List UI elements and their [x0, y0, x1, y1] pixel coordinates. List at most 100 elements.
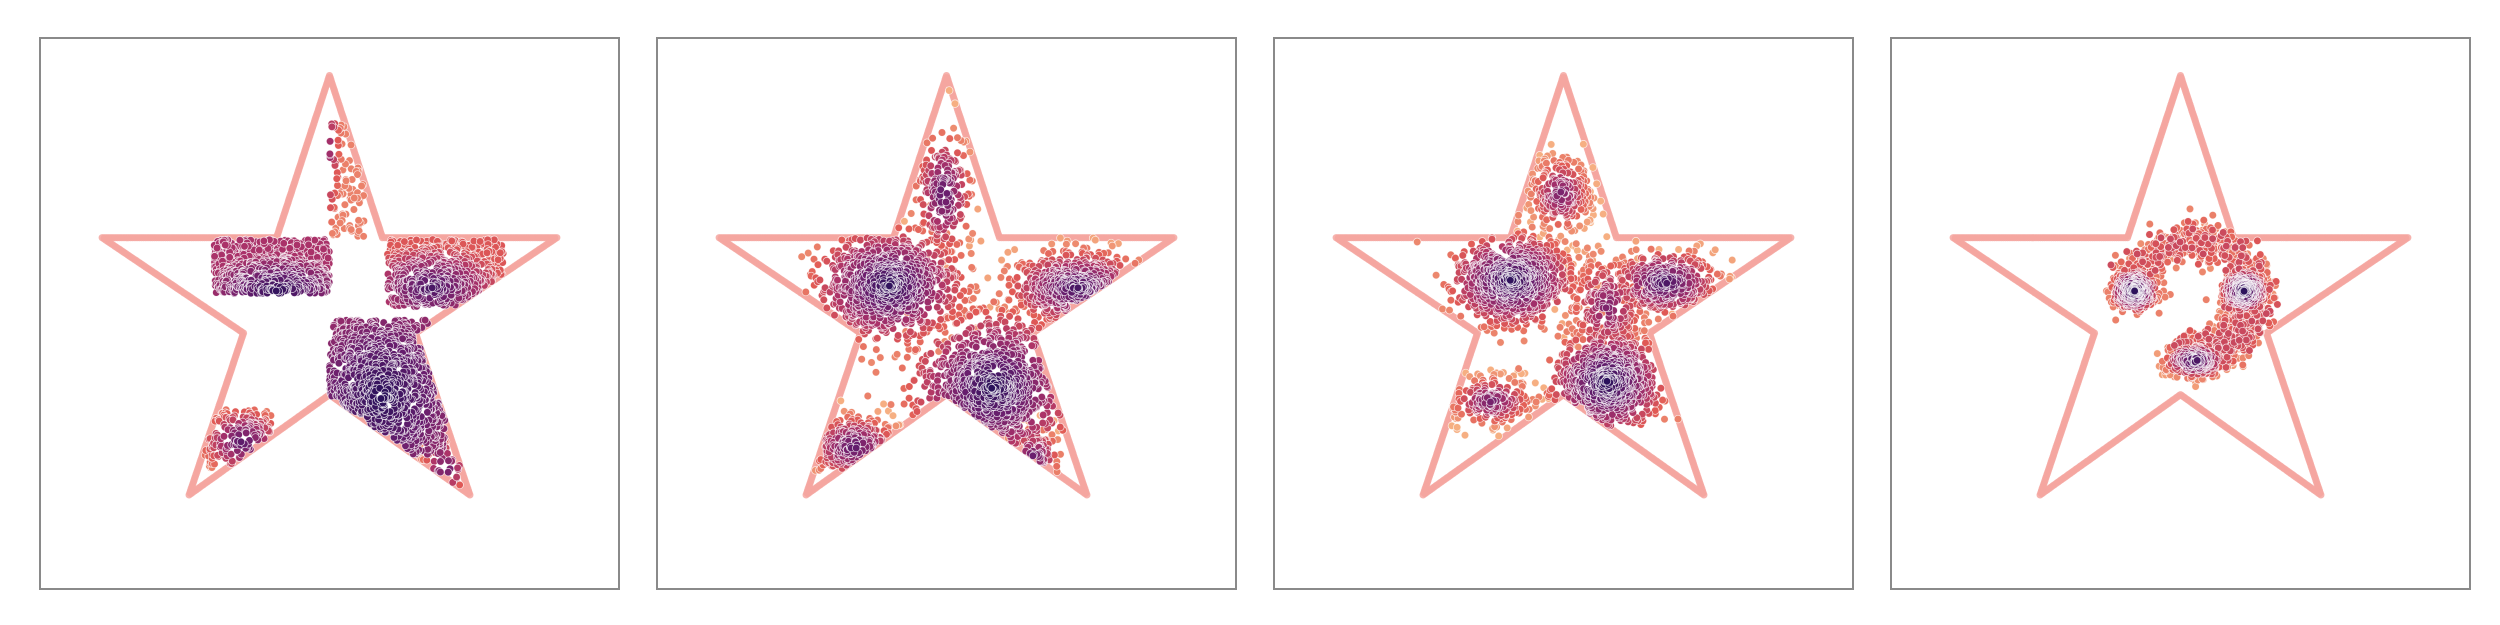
scatter-point: [893, 331, 903, 340]
scatter-point: [898, 363, 907, 373]
scatter-point: [475, 237, 485, 246]
scatter-point: [353, 170, 362, 179]
scatter-point: [888, 411, 898, 420]
scatter-point: [873, 407, 883, 416]
scatter-point: [436, 467, 445, 477]
scatter-point: [210, 252, 219, 261]
boundary-point: [325, 74, 333, 82]
scatter-point: [886, 400, 896, 409]
scatter-point: [347, 225, 356, 234]
scatter-point: [904, 394, 914, 403]
scatter-point: [359, 232, 368, 241]
scatter-point: [961, 222, 971, 231]
scatter-point: [1062, 240, 1071, 249]
scatter-point: [357, 181, 366, 191]
scatter-point: [937, 128, 947, 137]
scatter-point: [279, 239, 288, 248]
scatter-point: [944, 255, 953, 264]
scatter-point: [969, 294, 978, 303]
scatter-point: [326, 203, 335, 212]
scatter-point: [236, 437, 246, 446]
scatter-point: [891, 421, 901, 431]
scatter-point: [815, 275, 825, 285]
scatter-point: [350, 193, 359, 203]
scatter-point: [997, 255, 1006, 265]
scatter-point: [1091, 235, 1100, 245]
scatter-point: [983, 273, 992, 283]
scatter-point: [327, 122, 337, 131]
scatter-point: [272, 286, 281, 296]
scatter-point: [907, 209, 916, 218]
scatter-point: [903, 353, 912, 362]
scatter-point: [306, 247, 316, 257]
scatter-point: [412, 235, 421, 245]
scatter-point: [1047, 239, 1056, 249]
scatter-point: [873, 334, 882, 343]
scatter-point: [493, 255, 503, 264]
scatter-point: [995, 289, 1004, 298]
scatter-point: [240, 242, 249, 251]
scatter-point: [1115, 261, 1125, 270]
scatter-point: [830, 311, 839, 320]
scatter-point: [221, 240, 230, 250]
scatter-point: [813, 260, 823, 269]
scatter-point: [327, 217, 336, 227]
scatter-point: [857, 355, 866, 364]
scatter-point: [219, 432, 229, 441]
scatter-point: [444, 468, 453, 477]
scatter-point: [950, 285, 959, 295]
scatter-point: [926, 161, 935, 170]
scatter-point: [242, 428, 251, 438]
scatter-point: [325, 137, 335, 146]
scatter-point: [933, 303, 942, 312]
scatter-point: [836, 396, 845, 405]
scatter-point: [452, 472, 461, 482]
scatter-point: [328, 229, 337, 238]
scatter-point: [453, 463, 462, 473]
scatter-point: [981, 307, 991, 317]
scatter-point: [835, 297, 845, 307]
scatter-point: [956, 210, 965, 219]
scatter-point: [304, 240, 313, 249]
scatter-point: [255, 245, 264, 255]
scatter-point: [950, 99, 960, 108]
scatter-point: [909, 376, 919, 385]
scatter-point: [482, 248, 492, 257]
scatter-point: [496, 248, 505, 257]
scatter-point: [436, 457, 445, 466]
scatter-point: [420, 316, 430, 325]
scatter-point: [871, 368, 881, 377]
scatter-point: [936, 315, 945, 324]
scatter-point: [941, 232, 950, 241]
scatter-point: [976, 321, 985, 331]
scatter-point: [906, 327, 915, 336]
panel-2: [656, 37, 1237, 590]
scatter-point: [323, 253, 333, 263]
scatter-point: [859, 342, 868, 351]
scatter-point: [926, 349, 935, 358]
panel-1: [39, 37, 620, 590]
scatter-point: [1054, 408, 1063, 418]
scatter-point: [1121, 254, 1130, 264]
scatter-point: [876, 353, 885, 362]
scatter-point: [892, 350, 902, 359]
scatter-point: [900, 217, 909, 226]
scatter-point: [854, 335, 863, 344]
scatter-point: [996, 273, 1006, 282]
scatter-point: [376, 394, 386, 403]
scatter-point: [945, 86, 954, 95]
boundary-point: [942, 74, 950, 82]
scatter-point: [797, 252, 806, 261]
scatter-point: [354, 216, 363, 225]
scatter-point: [1034, 323, 1044, 333]
scatter-point: [319, 244, 328, 254]
scatter-point: [989, 297, 998, 306]
scatter-point: [212, 243, 222, 253]
scatter-point: [447, 236, 456, 246]
scatter-point: [1012, 273, 1022, 282]
scatter-point: [973, 204, 982, 214]
scatter-point: [945, 134, 954, 143]
scatter-point: [967, 263, 976, 272]
scatter-point: [292, 240, 302, 250]
